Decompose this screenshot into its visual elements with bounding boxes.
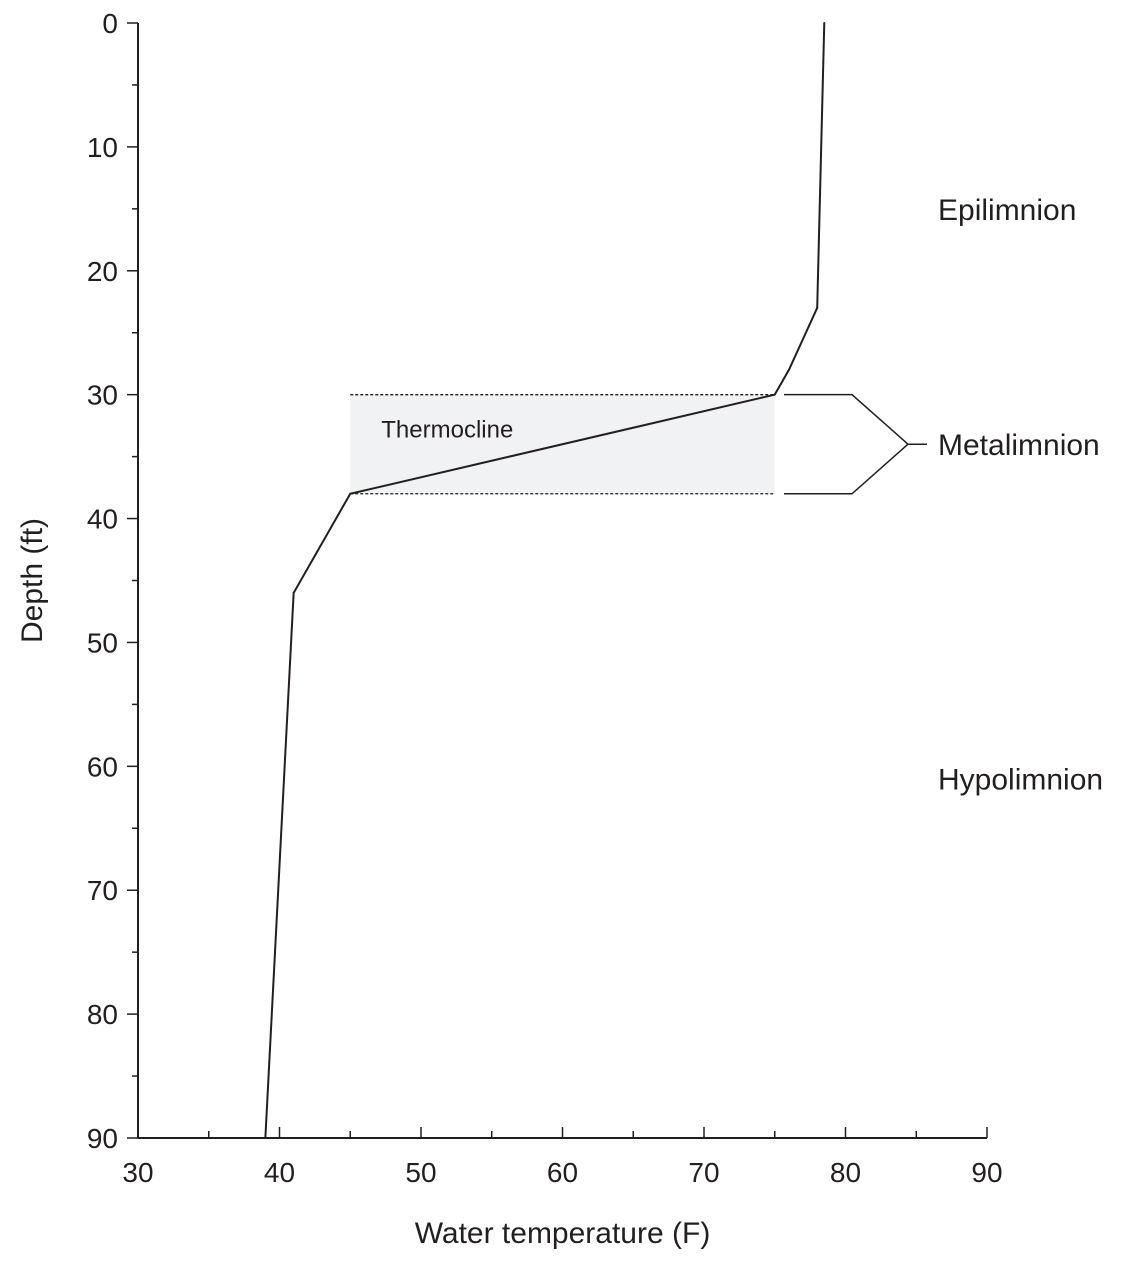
y-tick-label: 10 (87, 132, 118, 163)
x-tick-label: 80 (830, 1157, 861, 1188)
zone-label-epilimnion: Epilimnion (938, 194, 1076, 227)
x-ticks: 30 40 50 60 70 80 90 (122, 1127, 1003, 1188)
y-tick-label: 50 (87, 627, 118, 658)
zone-label-metalimnion: Metalimnion (938, 429, 1100, 462)
profile-point (773, 393, 776, 396)
y-axis-title: Depth (ft) (16, 518, 49, 643)
profile-point (292, 591, 295, 594)
x-tick-label: 30 (122, 1157, 153, 1188)
zone-labels: Epilimnion Metalimnion Hypolimnion (938, 194, 1103, 797)
x-tick-label: 60 (547, 1157, 578, 1188)
x-tick-label: 50 (405, 1157, 436, 1188)
metalimnion-bracket (784, 393, 927, 495)
temperature-profile-line (264, 22, 826, 1139)
profile-point (787, 368, 790, 371)
zone-label-hypolimnion: Hypolimnion (938, 764, 1103, 797)
y-tick-label: 40 (87, 504, 118, 535)
axes: 30 40 50 60 70 80 90 0 10 20 30 40 50 60 70 80 90 (87, 8, 1003, 1188)
x-tick-label: 90 (971, 1157, 1002, 1188)
y-tick-label: 70 (87, 875, 118, 906)
profile-point (823, 22, 826, 24)
y-tick-label: 30 (87, 380, 118, 411)
profile-point (349, 492, 352, 495)
y-tick-label: 80 (87, 999, 118, 1030)
data-points (264, 22, 826, 1139)
y-tick-label: 90 (87, 1123, 118, 1154)
profile-point (264, 1137, 267, 1139)
x-axis-title: Water temperature (F) (415, 1217, 711, 1250)
y-tick-label: 60 (87, 751, 118, 782)
thermocline-label: Thermocline (381, 417, 513, 444)
x-tick-label: 70 (688, 1157, 719, 1188)
x-tick-label: 40 (264, 1157, 295, 1188)
y-tick-label: 20 (87, 256, 118, 287)
profile-point (816, 306, 819, 309)
y-ticks: 0 10 20 30 40 50 60 70 80 90 (87, 8, 138, 1154)
y-tick-label: 0 (102, 8, 118, 39)
